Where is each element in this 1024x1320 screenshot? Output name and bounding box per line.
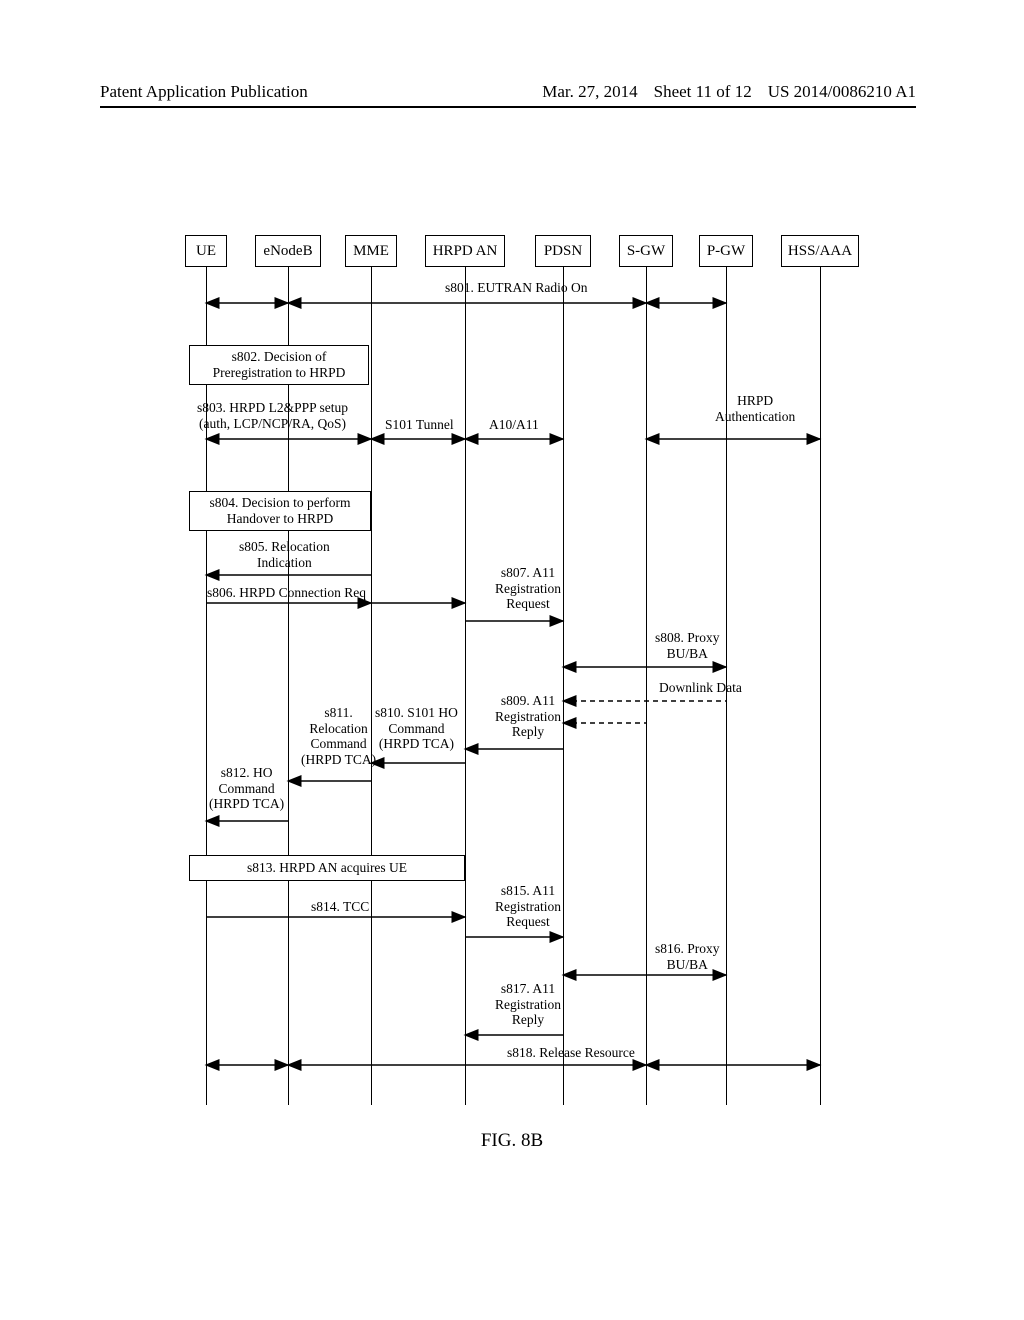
entity-pgw: P-GW	[699, 235, 753, 267]
lifeline-sgw	[646, 267, 647, 1105]
page-header: Patent Application Publication Mar. 27, …	[100, 82, 916, 108]
lifeline-mme	[371, 267, 372, 1105]
entity-enb: eNodeB	[255, 235, 321, 267]
label-l807: s807. A11 Registration Request	[495, 565, 561, 612]
label-l810: s810. S101 HO Command (HRPD TCA)	[375, 705, 458, 752]
label-l814: s814. TCC	[311, 899, 369, 915]
label-l811: s811. Relocation Command (HRPD TCA)	[301, 705, 376, 767]
label-l816: s816. Proxy BU/BA	[655, 941, 720, 972]
header-date: Mar. 27, 2014	[542, 82, 637, 102]
label-l805: s805. Relocation Indication	[239, 539, 330, 570]
entity-mme: MME	[345, 235, 397, 267]
entity-pdsn: PDSN	[535, 235, 591, 267]
lifeline-hrpd	[465, 267, 466, 1105]
figure-caption: FIG. 8B	[0, 1130, 1024, 1152]
lifeline-enb	[288, 267, 289, 1105]
lifeline-ue	[206, 267, 207, 1105]
label-l806: s806. HRPD Connection Req	[207, 585, 366, 601]
entity-ue: UE	[185, 235, 227, 267]
label-ldd: Downlink Data	[659, 680, 742, 696]
lifeline-hss	[820, 267, 821, 1105]
label-l808: s808. Proxy BU/BA	[655, 630, 720, 661]
lifeline-pdsn	[563, 267, 564, 1105]
header-pubno: US 2014/0086210 A1	[768, 82, 916, 102]
label-l803: s803. HRPD L2&PPP setup (auth, LCP/NCP/R…	[197, 400, 348, 431]
label-l803c: A10/A11	[489, 417, 539, 433]
label-l818: s818. Release Resource	[507, 1045, 635, 1061]
label-l801: s801. EUTRAN Radio On	[445, 280, 588, 296]
entity-hrpd: HRPD AN	[425, 235, 505, 267]
label-l812: s812. HO Command (HRPD TCA)	[209, 765, 284, 812]
label-l803d: HRPD Authentication	[715, 393, 795, 424]
label-l815: s815. A11 Registration Request	[495, 883, 561, 930]
label-l817: s817. A11 Registration Reply	[495, 981, 561, 1028]
box-b813: s813. HRPD AN acquires UE	[189, 855, 465, 881]
entity-sgw: S-GW	[619, 235, 673, 267]
label-l809: s809. A11 Registration Reply	[495, 693, 561, 740]
sequence-diagram: UE eNodeB MME HRPD AN PDSN S-GW P-GW HSS/AAA s80…	[175, 235, 885, 1105]
label-l803b: S101 Tunnel	[385, 417, 454, 433]
box-b804: s804. Decision to perform Handover to HR…	[189, 491, 371, 531]
header-sheet: Sheet 11 of 12	[654, 82, 752, 102]
header-left: Patent Application Publication	[100, 82, 308, 102]
box-b802: s802. Decision of Preregistration to HRP…	[189, 345, 369, 385]
entity-hss: HSS/AAA	[781, 235, 859, 267]
